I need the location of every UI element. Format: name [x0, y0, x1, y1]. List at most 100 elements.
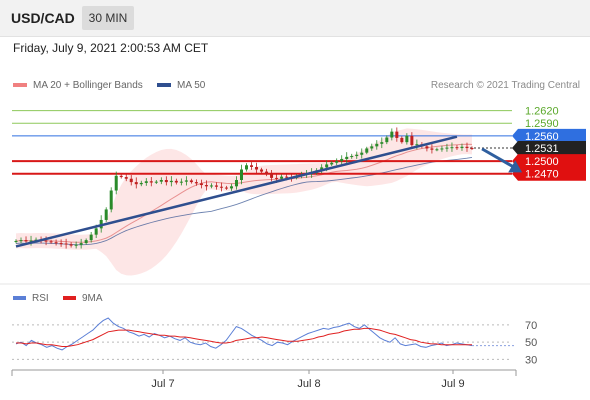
- pivot-level-label: 1.2560: [525, 131, 559, 143]
- candle-body: [204, 185, 208, 187]
- legend-label-ma50: MA 50: [177, 80, 206, 91]
- candle-body: [134, 182, 138, 185]
- pivot-level-badge: [512, 128, 586, 143]
- candle-body: [335, 161, 339, 163]
- candle-body: [124, 177, 128, 179]
- candle-body: [114, 175, 118, 191]
- candle-body: [415, 144, 419, 146]
- ma20-swatch: [13, 83, 27, 88]
- candle-body: [149, 181, 153, 183]
- candle-body: [350, 156, 354, 158]
- candle-body: [214, 185, 218, 187]
- legend-item-ma20: MA 20 + Bollinger Bands: [13, 80, 143, 91]
- candle-body: [89, 234, 93, 241]
- rsi-tick-label: 50: [525, 337, 537, 349]
- candle-body: [330, 162, 334, 165]
- candle-body: [365, 148, 369, 153]
- current-level-label: 1.2531: [525, 143, 559, 155]
- 9ma-swatch: [63, 296, 76, 301]
- legend-label-ma20: MA 20 + Bollinger Bands: [33, 80, 143, 91]
- candle-body: [340, 158, 344, 162]
- candle-body: [470, 148, 474, 150]
- timestamp: Friday, July 9, 2021 2:00:53 AM CET: [13, 41, 209, 55]
- candle-body: [435, 149, 439, 151]
- candle-body: [234, 180, 238, 187]
- candle-body: [265, 171, 269, 174]
- candle-body: [64, 243, 68, 245]
- candle-body: [74, 244, 78, 246]
- candle-body: [79, 243, 83, 245]
- candle-body: [430, 148, 434, 150]
- candle-body: [370, 146, 374, 149]
- ma50-swatch: [157, 83, 171, 88]
- candle-body: [144, 181, 148, 183]
- ma50-line: [15, 156, 473, 246]
- forecast-arrow-shaft: [481, 147, 517, 170]
- candle-body: [345, 156, 349, 159]
- candle-body: [245, 165, 249, 170]
- candle-body: [229, 186, 233, 189]
- candle-body: [59, 243, 63, 245]
- time-axis-label: Jul 7: [151, 378, 174, 390]
- candle-body: [184, 180, 188, 182]
- candle-body: [270, 173, 274, 178]
- candle-body: [159, 180, 163, 182]
- symbol-title: USD/CAD: [11, 10, 75, 26]
- candle-body: [219, 186, 223, 188]
- candle-body: [104, 209, 108, 220]
- candle-body: [194, 182, 198, 184]
- current-level-badge: [512, 141, 586, 156]
- support-level-label: 1.2500: [525, 156, 559, 168]
- legend-item-ma50: MA 50: [157, 80, 205, 91]
- candle-body: [355, 154, 359, 157]
- header-bar: USD/CAD 30 MIN: [0, 0, 590, 37]
- time-axis-label: Jul 9: [441, 378, 464, 390]
- candle-body: [375, 143, 379, 147]
- forecast-arrow-head: [508, 160, 523, 173]
- candle-body: [445, 147, 449, 149]
- candle-body: [154, 181, 158, 183]
- candle-body: [14, 240, 18, 242]
- rsi-series-line: [15, 317, 473, 351]
- candle-body: [450, 147, 454, 149]
- candle-body: [209, 185, 213, 187]
- candle-body: [19, 240, 23, 242]
- candle-body: [84, 240, 88, 244]
- candle-body: [405, 135, 409, 143]
- candle-body: [455, 147, 459, 149]
- candle-body: [179, 181, 183, 183]
- candle-body: [390, 131, 394, 138]
- rsi-tick-label: 30: [525, 354, 537, 366]
- candle-body: [400, 137, 404, 143]
- candle-body: [239, 169, 243, 180]
- research-credit: Research © 2021 Trading Central: [430, 80, 580, 91]
- candle-body: [410, 135, 414, 146]
- rsi-tick-label: 70: [525, 320, 537, 332]
- candle-body: [380, 142, 384, 144]
- legend-item-9ma: 9MA: [63, 293, 103, 304]
- rsi-swatch: [13, 296, 26, 301]
- candle-body: [250, 165, 254, 167]
- candle-body: [174, 180, 178, 183]
- candle-body: [24, 240, 28, 242]
- candle-body: [260, 169, 264, 172]
- candle-body: [164, 180, 168, 183]
- candle-body: [440, 148, 444, 150]
- bollinger-band: [16, 128, 472, 276]
- rsi-9ma-line: [16, 327, 472, 347]
- candle-body: [94, 228, 98, 235]
- trend-line: [15, 135, 458, 248]
- candle-body: [385, 137, 389, 143]
- candle-body: [395, 131, 399, 138]
- candle-body: [224, 187, 228, 189]
- candle-body: [169, 180, 173, 183]
- resistance-level-label: 1.2590: [525, 118, 559, 130]
- candle-body: [109, 190, 113, 210]
- legend-item-rsi: RSI: [13, 293, 49, 304]
- timeframe-button[interactable]: 30 MIN: [82, 6, 134, 30]
- support-level-badge: [512, 166, 586, 181]
- support-level-badge: [512, 154, 586, 169]
- candle-body: [465, 146, 469, 149]
- candle-body: [49, 241, 53, 243]
